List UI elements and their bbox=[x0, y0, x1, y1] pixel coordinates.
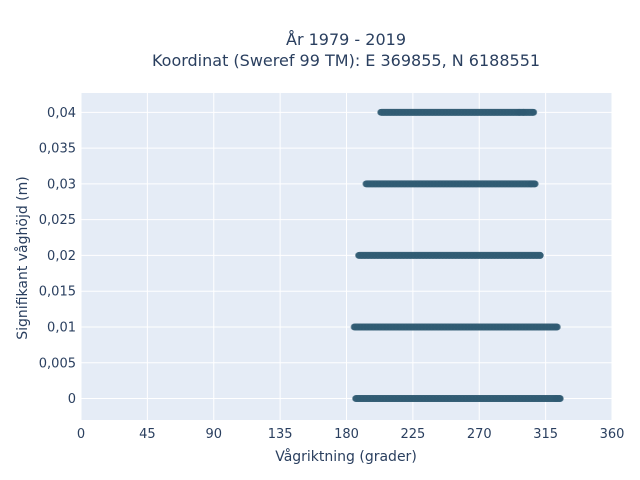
x-tick-label: 180 bbox=[334, 427, 359, 442]
y-tick-label: 0,035 bbox=[39, 142, 76, 157]
y-tick-label: 0,015 bbox=[39, 285, 76, 300]
series-row bbox=[352, 395, 564, 403]
x-tick-labels: 0 45 90 135 180 225 270 315 360 bbox=[77, 427, 625, 442]
data-point bbox=[530, 108, 538, 116]
data-point bbox=[520, 108, 527, 116]
x-axis-title: Vågriktning (grader) bbox=[275, 448, 417, 465]
chart-title-line1: År 1979 - 2019 bbox=[286, 30, 406, 49]
x-tick-label: 135 bbox=[268, 427, 293, 442]
x-tick-label: 315 bbox=[533, 427, 558, 442]
x-tick-label: 90 bbox=[205, 427, 222, 442]
y-tick-label: 0,03 bbox=[47, 177, 76, 192]
x-tick-label: 360 bbox=[600, 427, 625, 442]
series-row bbox=[350, 323, 561, 331]
y-tick-label: 0,04 bbox=[47, 106, 76, 121]
data-points bbox=[350, 108, 564, 403]
series-row bbox=[355, 251, 544, 259]
y-tick-label: 0,025 bbox=[39, 213, 76, 228]
data-point bbox=[554, 323, 561, 331]
x-tick-label: 45 bbox=[139, 427, 156, 442]
y-tick-label: 0 bbox=[68, 392, 76, 407]
y-tick-label: 0,02 bbox=[47, 249, 76, 264]
y-axis-title: Signifikant våghöjd (m) bbox=[14, 176, 31, 339]
series-row bbox=[377, 108, 538, 116]
chart-title-line2: Koordinat (Sweref 99 TM): E 369855, N 61… bbox=[152, 51, 540, 70]
y-tick-label: 0,01 bbox=[47, 320, 76, 335]
x-tick-label: 225 bbox=[400, 427, 425, 442]
x-tick-label: 270 bbox=[467, 427, 492, 442]
data-point bbox=[531, 180, 539, 188]
y-tick-labels: 0 0,005 0,01 0,015 0,02 0,025 0,03 0,035 0,04 bbox=[39, 106, 76, 407]
x-tick-label: 0 bbox=[77, 427, 85, 442]
series-row bbox=[362, 180, 539, 188]
data-point bbox=[536, 252, 544, 259]
y-tick-label: 0,005 bbox=[39, 356, 76, 371]
data-point bbox=[556, 395, 564, 402]
